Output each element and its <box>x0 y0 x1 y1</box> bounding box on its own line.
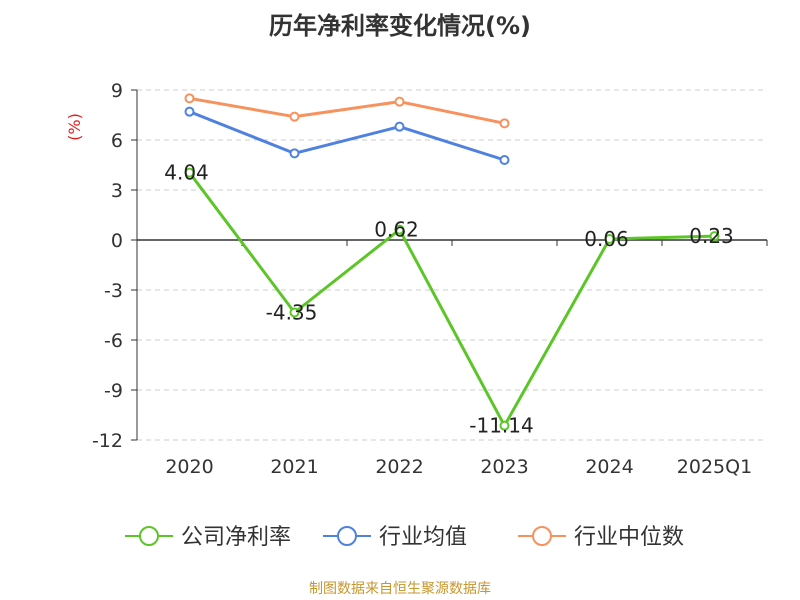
y-tick-label: 6 <box>111 130 123 152</box>
data-point <box>184 106 195 117</box>
data-point <box>394 96 405 107</box>
data-label: -11.14 <box>469 414 533 438</box>
data-point <box>394 224 405 235</box>
series-line-1 <box>188 110 505 162</box>
y-tick-label: 3 <box>111 180 123 202</box>
legend-marker <box>337 526 357 546</box>
y-tick-label: -12 <box>92 430 123 452</box>
data-point <box>499 420 510 431</box>
x-tick-label: 2021 <box>270 456 318 478</box>
legend-marker <box>532 526 552 546</box>
data-point <box>709 231 720 242</box>
x-tick-label: 2020 <box>165 456 213 478</box>
data-label: 4.04 <box>164 161 209 185</box>
footer-note: 制图数据来自恒生聚源数据库 <box>309 581 491 597</box>
data-label: 0.23 <box>689 224 734 248</box>
y-tick-label: -6 <box>104 330 123 352</box>
legend-marker <box>139 526 159 546</box>
series-line-2 <box>189 96 505 125</box>
data-point <box>604 234 615 244</box>
y-tick-label: 9 <box>111 80 123 102</box>
data-label: 0.06 <box>584 227 629 251</box>
legend-label: 行业均值 <box>379 525 467 550</box>
data-label: 0.62 <box>374 218 419 242</box>
legend-label: 行业中位数 <box>574 525 684 550</box>
data-point <box>394 121 405 132</box>
y-tick-label: -3 <box>104 280 123 302</box>
legend-label: 公司净利率 <box>181 525 291 550</box>
data-label: -4.35 <box>266 301 318 325</box>
chart-title: 历年净利率变化情况(%) <box>269 12 531 40</box>
data-point <box>184 93 195 104</box>
data-point <box>289 307 300 318</box>
series-line-0 <box>188 171 715 428</box>
data-point <box>499 155 510 165</box>
x-tick-label: 2024 <box>585 456 633 478</box>
y-tick-label: 0 <box>111 230 123 252</box>
y-axis-label: (%) <box>65 113 84 141</box>
y-tick-label: -9 <box>104 380 123 402</box>
x-tick-label: 2022 <box>375 456 423 478</box>
x-tick-label: 2025Q1 <box>677 456 752 478</box>
data-point <box>289 111 300 122</box>
data-point <box>184 167 195 178</box>
data-point <box>499 118 510 129</box>
x-tick-label: 2023 <box>480 456 528 478</box>
data-point <box>289 148 300 159</box>
